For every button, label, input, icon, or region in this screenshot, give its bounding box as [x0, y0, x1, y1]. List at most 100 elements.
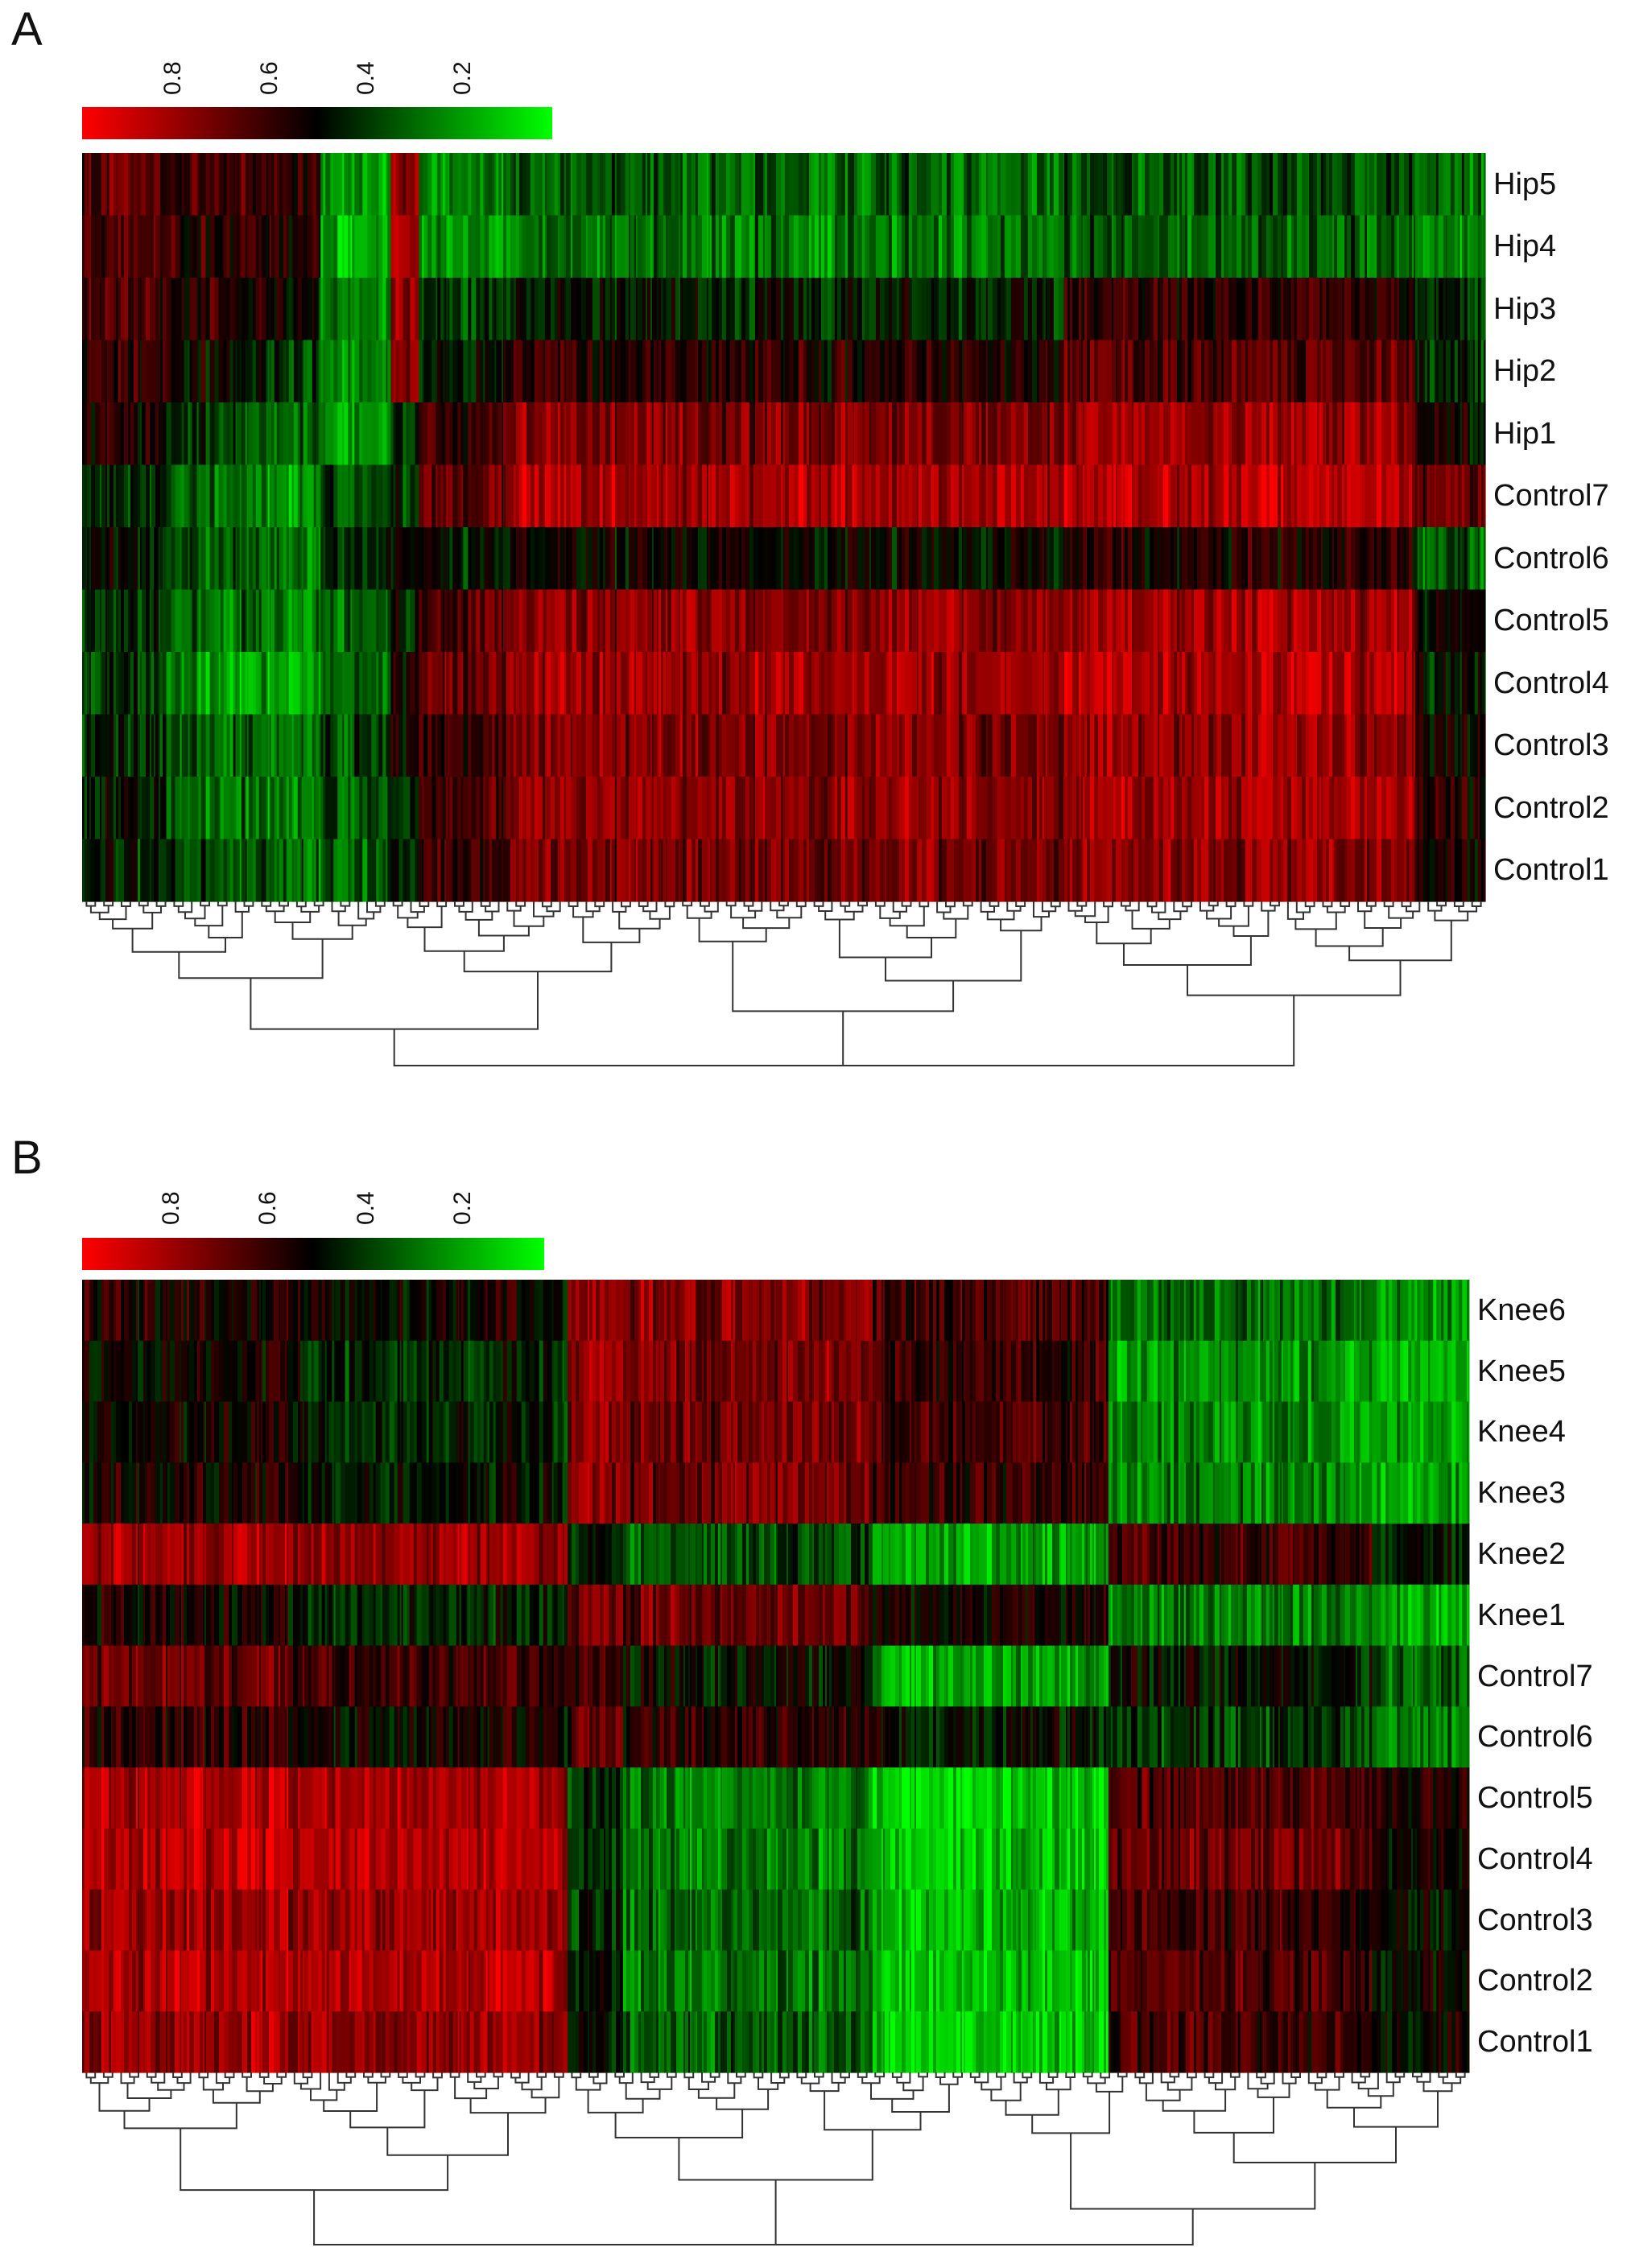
heatmap-cell [1123, 527, 1125, 591]
heatmap-cell [440, 402, 444, 466]
heatmap-cell [1317, 464, 1320, 528]
heatmap-cell [1208, 402, 1214, 466]
heatmap-cell [775, 652, 782, 715]
heatmap-cell [1332, 278, 1335, 341]
heatmap-cell [1042, 652, 1045, 715]
heatmap-cell [188, 589, 191, 653]
heatmap-cell [489, 777, 493, 840]
heatmap-cell [1042, 714, 1045, 777]
heatmap-cell [258, 589, 262, 653]
heatmap-cell [997, 777, 1001, 840]
heatmap-cell [297, 652, 301, 715]
heatmap-cell [270, 215, 275, 278]
heatmap-cell [124, 153, 129, 216]
heatmap-cell [1125, 777, 1129, 840]
heatmap-cell [997, 839, 1001, 902]
heatmap-cell [864, 839, 870, 902]
heatmap-cell [252, 652, 257, 715]
heatmap-cell [1154, 714, 1158, 777]
heatmap-cell [667, 278, 672, 341]
heatmap-cell [1010, 153, 1017, 216]
heatmap-cell [635, 714, 638, 777]
heatmap-cell [1103, 589, 1108, 653]
heatmap-cell [325, 527, 331, 591]
heatmap-cell [953, 527, 960, 591]
heatmap-cell [544, 215, 547, 278]
heatmap-cell [1194, 402, 1198, 466]
heatmap-cell [665, 589, 668, 653]
heatmap-cell [85, 527, 88, 591]
heatmap-cell [572, 652, 577, 715]
heatmap-cell [1081, 464, 1084, 528]
heatmap-cell [449, 589, 453, 653]
heatmap-cell [1241, 714, 1246, 777]
heatmap-cell [159, 527, 161, 591]
heatmap-cell [637, 714, 643, 777]
heatmap-cell [1397, 527, 1400, 591]
heatmap-cell [150, 527, 152, 591]
heatmap-cell [1270, 215, 1274, 278]
heatmap-cell [738, 464, 742, 528]
heatmap-cell [415, 153, 419, 216]
heatmap-cell [1197, 402, 1202, 466]
heatmap-cell [709, 278, 712, 341]
heatmap-cell [1083, 153, 1085, 216]
heatmap-cell [431, 153, 436, 216]
heatmap-cell [1121, 777, 1124, 840]
heatmap-cell [663, 215, 667, 278]
heatmap-cell [1332, 777, 1335, 840]
heatmap-cell [286, 714, 290, 777]
heatmap-cell [901, 402, 906, 466]
heatmap-cell [1204, 777, 1209, 840]
heatmap-cell [706, 402, 709, 466]
heatmap-cell [1185, 527, 1188, 591]
heatmap-cell [1194, 527, 1198, 591]
heatmap-cell [502, 527, 504, 591]
heatmap-cell [95, 402, 101, 466]
heatmap-cell [818, 652, 822, 715]
heatmap-cell [663, 340, 667, 403]
heatmap-cell [1103, 464, 1108, 528]
heatmap-cell [1005, 215, 1012, 278]
heatmap-cell [898, 652, 902, 715]
heatmap-cell [679, 278, 683, 341]
heatmap-cell [1326, 340, 1330, 403]
heatmap-cell [941, 215, 948, 278]
heatmap-cell [522, 777, 527, 840]
heatmap-cell [1087, 402, 1091, 466]
heatmap-cell [950, 278, 955, 341]
heatmap-cell [1317, 839, 1320, 902]
heatmap-cell [95, 464, 101, 528]
heatmap-cell [898, 527, 902, 591]
heatmap-cell [679, 402, 683, 466]
heatmap-cell [1391, 278, 1395, 341]
heatmap-cell [489, 215, 493, 278]
heatmap-cell [734, 589, 740, 653]
heatmap-cell [1412, 340, 1414, 403]
heatmap-cell [163, 839, 167, 902]
heatmap-cell [1072, 464, 1077, 528]
heatmap-cell [485, 777, 489, 840]
heatmap-cell [209, 215, 216, 278]
heatmap-cell [1023, 215, 1029, 278]
heatmap-cell [1133, 839, 1139, 902]
heatmap-cell [1319, 839, 1322, 902]
heatmap-cell [91, 777, 96, 840]
heatmap-cell [274, 278, 278, 341]
heatmap-cell [444, 652, 447, 715]
heatmap-cell [100, 464, 102, 528]
heatmap-cell [423, 153, 428, 216]
heatmap-cell [1036, 777, 1040, 840]
heatmap-cell [142, 402, 147, 466]
heatmap-cell [1125, 464, 1129, 528]
heatmap-cell [330, 402, 334, 466]
heatmap-cell [109, 714, 114, 777]
heatmap-cell [1083, 589, 1085, 653]
heatmap-cell [248, 464, 254, 528]
heatmap-cell [1365, 839, 1368, 902]
heatmap-cell [918, 153, 923, 216]
heatmap-cell [709, 153, 712, 216]
heatmap-cell [241, 777, 246, 840]
heatmap-cell [248, 278, 254, 341]
heatmap-cell [1042, 777, 1045, 840]
